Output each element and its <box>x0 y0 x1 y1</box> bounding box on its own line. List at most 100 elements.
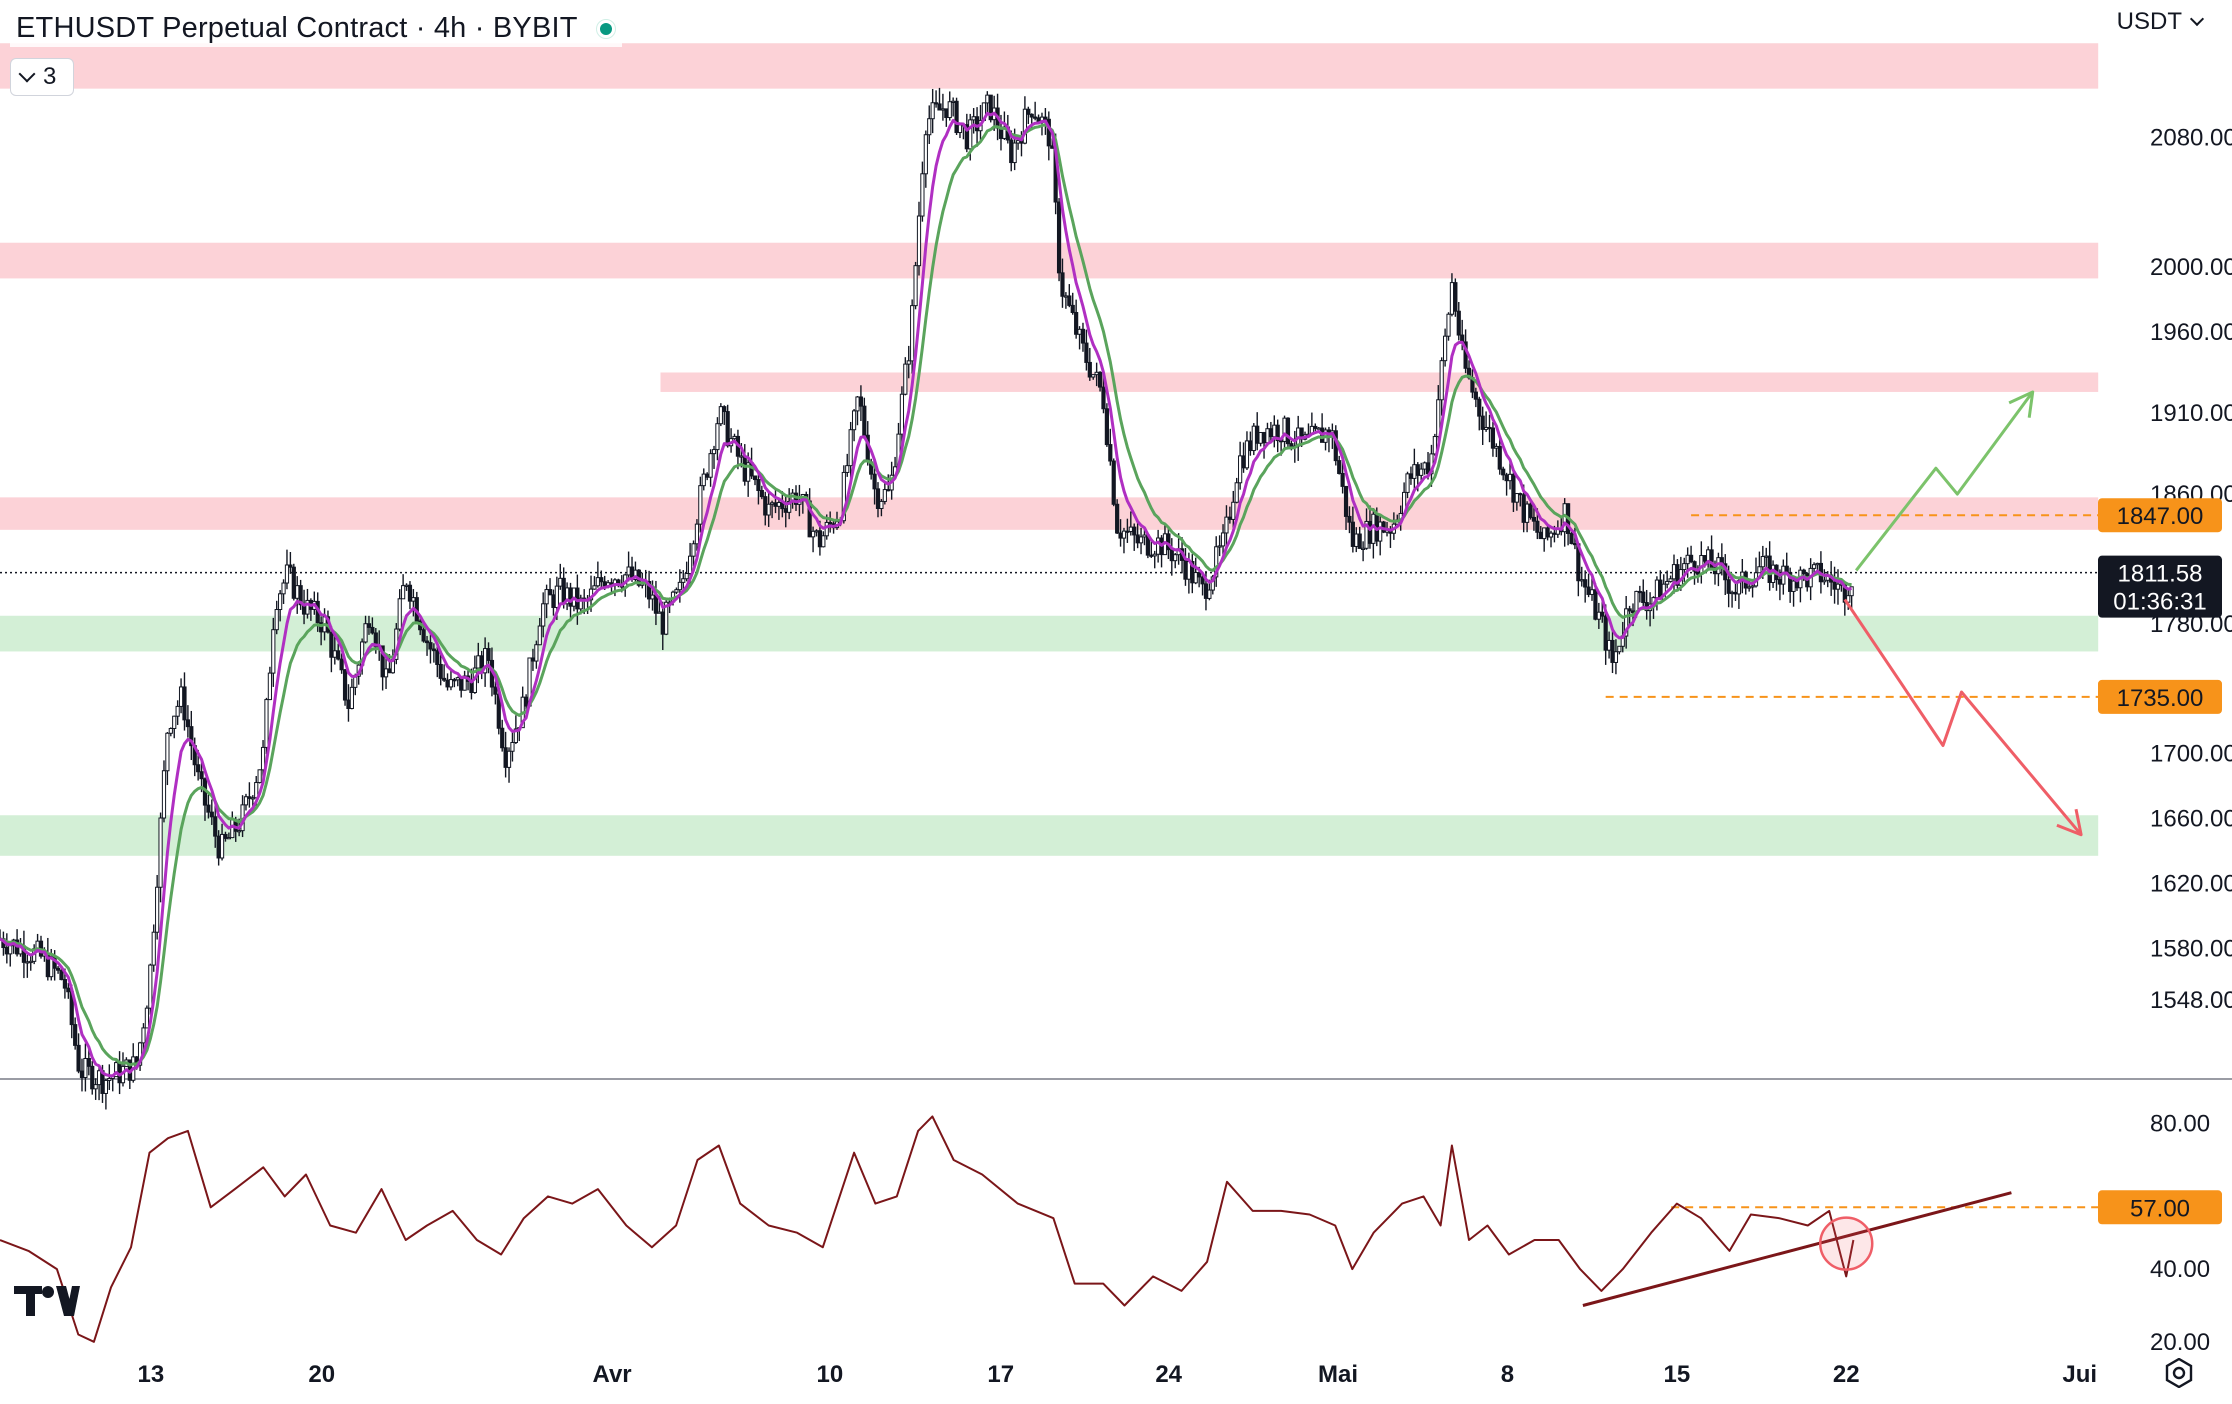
tradingview-logo-icon[interactable] <box>14 1282 80 1318</box>
resistance-zone <box>660 372 2099 392</box>
candle <box>168 727 173 737</box>
candle-body <box>718 406 723 425</box>
candle-body <box>363 623 368 643</box>
candle-body <box>756 479 761 491</box>
candle <box>944 108 949 127</box>
candle <box>920 161 925 222</box>
candle-body <box>1726 579 1731 594</box>
candle <box>185 705 190 738</box>
candle <box>1337 455 1342 475</box>
candle <box>951 97 956 117</box>
candle-body <box>1265 428 1270 444</box>
candle <box>1285 417 1291 447</box>
candle <box>882 481 887 505</box>
candle-body <box>189 726 194 747</box>
candle <box>1173 553 1178 569</box>
candle <box>1104 403 1109 447</box>
currency-selector[interactable]: USDT <box>2117 8 2205 36</box>
candle <box>1251 423 1256 456</box>
candle-body <box>271 629 276 674</box>
candle-body <box>1524 503 1530 523</box>
candle-body <box>578 597 583 610</box>
candle-body <box>366 623 372 628</box>
candle <box>541 592 546 638</box>
candle-body <box>178 686 184 707</box>
candle-body <box>1490 427 1496 449</box>
candle <box>544 584 549 619</box>
candle-body <box>1610 639 1615 663</box>
candle <box>120 1052 126 1087</box>
indicators-toggle-button[interactable]: 3 <box>10 58 74 96</box>
candle-body <box>1518 493 1523 496</box>
candle <box>363 615 368 644</box>
candle-body <box>561 577 566 605</box>
candle-body <box>568 587 573 607</box>
candle-body <box>845 465 850 473</box>
candle <box>633 561 638 584</box>
candle <box>711 445 717 469</box>
candle-body <box>1111 460 1116 505</box>
candle-body <box>1586 586 1591 595</box>
candle-body <box>380 645 385 678</box>
candle <box>903 357 908 396</box>
candle-body <box>698 485 703 525</box>
candle-body <box>1077 328 1082 335</box>
candle <box>298 579 303 610</box>
resistance-zone <box>0 497 2099 530</box>
candle <box>565 582 570 611</box>
candle <box>339 653 344 674</box>
candle-body <box>1197 572 1202 578</box>
candle <box>1361 541 1366 562</box>
candle-body <box>1439 360 1444 401</box>
candle-body <box>954 100 959 134</box>
candle-body <box>787 500 792 513</box>
candle-body <box>431 648 436 652</box>
candle-body <box>537 625 542 646</box>
candle-body <box>544 589 549 605</box>
candle-body <box>1009 139 1014 164</box>
candle-body <box>264 699 269 748</box>
candle <box>1412 448 1417 492</box>
candle <box>144 1005 150 1029</box>
candle <box>1190 554 1195 594</box>
candle-body <box>1347 515 1352 523</box>
candle-body <box>1268 428 1273 438</box>
candle <box>148 963 153 1015</box>
candle-body <box>1138 536 1144 544</box>
candle <box>937 87 942 111</box>
candle-body <box>278 593 283 611</box>
candle <box>1275 419 1280 453</box>
candle-body <box>951 100 956 103</box>
projection-down-arrow-head <box>2056 808 2083 837</box>
settings-gear-icon[interactable] <box>2164 1358 2194 1388</box>
time-tick-label: 22 <box>1833 1361 1860 1388</box>
candle-body <box>1538 531 1543 540</box>
candle <box>855 396 860 426</box>
candle-body <box>76 1044 81 1072</box>
candle <box>1354 527 1359 553</box>
candle <box>1220 524 1226 555</box>
candles-group <box>0 87 1854 1110</box>
candle-body <box>1224 516 1229 534</box>
candle-body <box>448 679 454 688</box>
candle-body <box>1408 473 1414 479</box>
candle <box>414 591 419 623</box>
candle-body <box>196 764 201 773</box>
projection-up-arrow <box>1855 391 2034 572</box>
candle-body <box>8 945 13 955</box>
candle-body <box>1487 426 1492 430</box>
candle-body <box>1596 611 1601 620</box>
candle-body <box>1760 556 1765 568</box>
candle-body <box>1579 579 1584 582</box>
candle-body <box>1432 436 1437 455</box>
candle-body <box>500 727 505 749</box>
candle-body <box>288 564 293 568</box>
candle <box>910 299 915 374</box>
chevron-down-icon <box>2189 11 2205 27</box>
candle-body <box>1443 335 1448 362</box>
candle <box>278 590 283 622</box>
candle-body <box>773 502 778 507</box>
candle <box>1613 639 1619 675</box>
candle-body <box>1665 580 1670 585</box>
